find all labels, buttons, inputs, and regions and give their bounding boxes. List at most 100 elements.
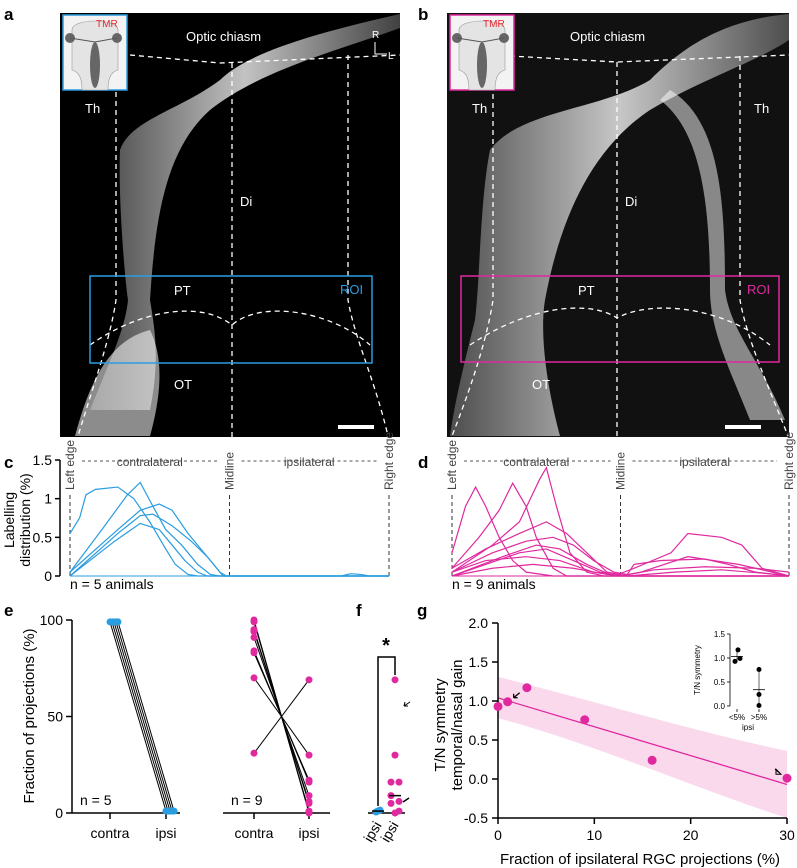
edge-marker-label: Midline [614,452,628,490]
x-tick-label: 30 [779,827,795,843]
orientation-arrows-icon [374,42,387,55]
x-tick-label: 10 [587,827,603,843]
data-point [493,701,503,711]
distribution-curve-5 [69,522,389,577]
rgc-axon-bundle [90,14,400,410]
region-label: contralateral [117,455,183,469]
arrow-icon [512,692,521,699]
y-tick-label: -0.5 [464,810,488,826]
y-axis-label: Fraction of projections (%) [21,628,38,803]
sample-size-label: n = 9 [231,792,263,808]
edge-marker-label: Midline [223,452,237,490]
open-arrow-icon [774,768,783,775]
ipsilateral-axon-bundle [660,90,785,420]
inset-y-tick-label: 1.0 [714,654,726,663]
y-tick-label: 50 [47,709,63,725]
inset-data-point [735,647,741,653]
y-tick-label: 0 [55,805,63,821]
panel-label-b: b [418,5,428,24]
region-label: ipsilateral [679,455,730,469]
pairing-line [253,679,310,754]
panel-label-d: d [418,453,428,472]
open-arrow-icon [403,701,411,707]
label-roi: ROI [747,282,770,297]
micrograph-b: TMR Optic chiasm Th Th Di PT OT ROI [447,13,790,437]
scale-bar [338,425,374,429]
pairing-line [109,621,167,812]
contra-point [114,618,122,626]
label-optic-tectum: OT [174,377,192,392]
inset-x-axis-label: ipsi [742,723,754,732]
anatomy-outlines [77,54,401,437]
label-pretectum: PT [174,283,191,298]
regression-line [497,697,788,786]
data-point [395,797,403,805]
inset-data-point [737,655,743,661]
roi-box [89,275,373,364]
pairing-line [111,621,169,812]
data-point [391,751,399,759]
inset-x-tick-label: <5% [729,713,745,722]
data-point [376,806,384,814]
panel-label-c: c [4,453,13,472]
data-point [387,799,395,807]
contra-point [250,633,258,641]
scale-bar [725,425,761,429]
data-point [580,715,590,725]
panel-label-f: f [356,601,362,620]
pairing-line [117,621,175,812]
optic-tectum-signal [75,330,160,436]
contra-point [250,618,258,626]
y-tick-label: 0.5 [469,732,489,748]
label-thalamus: Th [85,101,100,116]
y-tick-label: 1.5 [33,452,53,468]
data-point [395,807,403,815]
y-tick-label: 1.0 [469,693,489,709]
roi-box [460,275,780,363]
label-roi: ROI [340,282,363,297]
y-tick-label: 0.5 [33,529,53,545]
label-diencephalon: Di [625,194,637,209]
contra-point [250,628,258,636]
anatomy-outlines [451,54,790,437]
data-point [522,683,532,693]
rgc-axon-bundle [450,14,789,436]
contra-point [250,649,258,657]
y-axis-label: T/N symmetrytemporal/nasal gain [432,660,466,791]
label-rostral: R [372,30,379,41]
ipsi-point [305,797,313,805]
micrograph-a: TMR Optic chiasm Th Di PT OT ROI R L [60,13,401,437]
inset-data-point [756,667,762,673]
arrow-icon [402,797,410,803]
x-tick-label: contra [235,825,274,841]
distribution-curve-2 [69,481,389,577]
sample-size-label: n = 5 [80,792,112,808]
distribution-curve-9 [451,563,790,577]
inset-y-axis-label: T/N symmetry [693,645,702,695]
inset-y-tick-label: 1.5 [714,630,726,639]
label-optic-tectum: OT [532,377,550,392]
y-axis-label-line: Labelling [1,492,17,548]
label-optic-chiasm: Optic chiasm [186,29,261,44]
distribution-curve-4 [69,513,389,577]
region-label: contralateral [503,455,569,469]
ipsi-point [305,751,313,759]
label-thalamus: Th [472,101,487,116]
y-tick-label: 0.0 [469,771,489,787]
inset-y-tick-label: 0.0 [714,702,726,711]
label-pretectum: PT [578,283,595,298]
region-label: ipsilateral [284,455,335,469]
ipsi-point [305,776,313,784]
x-tick-label: ipsi [377,819,401,845]
data-point [647,755,657,765]
y-axis-label-line: T/N symmetry [432,678,449,772]
edge-marker-label: Right edge [382,432,396,490]
distribution-curve-1 [451,485,789,577]
distribution-curve-6 [451,532,790,577]
contra-point [250,749,258,757]
x-tick-label: contra [91,825,130,841]
tmr-label: TMR [96,19,118,30]
x-tick-label: 20 [683,827,699,843]
edge-marker-label: Left edge [63,440,77,490]
